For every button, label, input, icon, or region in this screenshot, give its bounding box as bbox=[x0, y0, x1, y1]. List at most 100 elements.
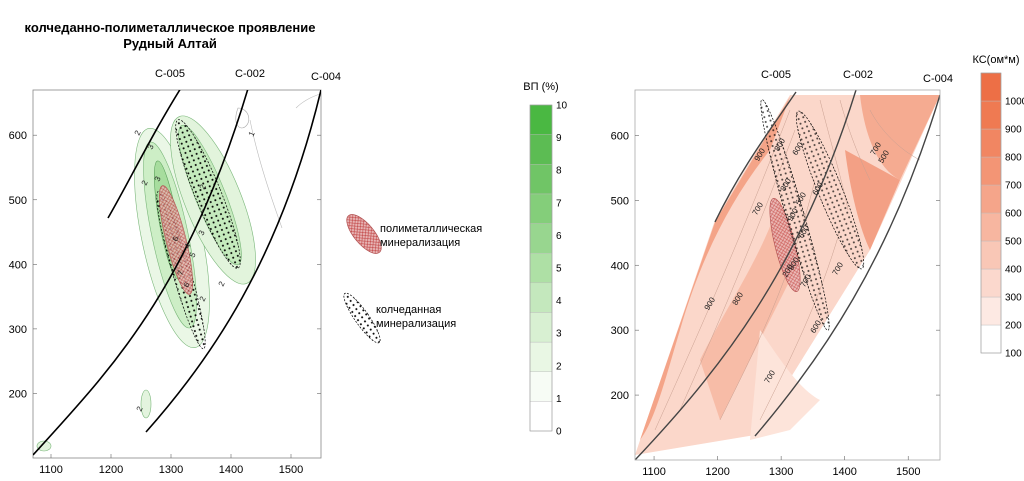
colorbar-frame bbox=[529, 104, 553, 432]
contour-label: 2 bbox=[140, 179, 150, 187]
res-contour-fill bbox=[635, 90, 940, 460]
colorbar-tick-label: 8 bbox=[556, 166, 562, 177]
x-tick-label: 1100 bbox=[642, 466, 666, 478]
ip-well-trace-s002 bbox=[33, 90, 249, 456]
colorbar-tick-label: 800 bbox=[1005, 153, 1022, 164]
well-label: С-005 bbox=[155, 68, 185, 80]
colorbar-tick-label: 2 bbox=[556, 361, 562, 372]
legend-label-pyrite-1: колчеданная bbox=[376, 304, 441, 316]
colorbar-segment bbox=[529, 341, 553, 372]
colorbar-tick-label: 5 bbox=[556, 264, 562, 275]
res-colorbar-title: КС(ом*м) bbox=[972, 54, 1019, 66]
contour-label: 2 bbox=[217, 280, 227, 288]
ip-contour-small-2 bbox=[140, 389, 152, 419]
res-pyrite-zone-2 bbox=[795, 110, 865, 270]
well-label: С-004 bbox=[311, 71, 341, 83]
ip-y-ticks: 200 300 400 500 600 bbox=[9, 130, 321, 400]
x-tick-label: 1200 bbox=[705, 466, 729, 478]
ip-contour-edge bbox=[295, 93, 321, 109]
y-tick-label: 400 bbox=[9, 259, 27, 271]
res-region-high-right-2 bbox=[845, 150, 900, 250]
ip-x-ticks: 1100 1200 1300 1400 1500 bbox=[39, 454, 303, 476]
colorbar-tick-label: 9 bbox=[556, 133, 562, 144]
x-tick-label: 1200 bbox=[99, 464, 123, 476]
res-well-trace-s005 bbox=[714, 91, 797, 223]
colorbar-segment bbox=[980, 128, 1002, 158]
colorbar-segment bbox=[529, 134, 553, 165]
colorbar-tick-label: 4 bbox=[556, 296, 562, 307]
contour-label: 3 bbox=[153, 175, 163, 183]
colorbar-tick-label: 6 bbox=[556, 231, 562, 242]
contour-label: 2 bbox=[198, 295, 208, 303]
colorbar-segment bbox=[529, 401, 553, 432]
colorbar-segment bbox=[980, 268, 1002, 298]
ip-contour-outer bbox=[249, 119, 283, 229]
res-contour-7 bbox=[869, 109, 921, 161]
well-label: С-002 bbox=[235, 68, 265, 80]
res-well-trace-s004 bbox=[754, 94, 940, 437]
colorbar-segment bbox=[980, 184, 1002, 214]
colorbar-tick-label: 700 bbox=[1005, 181, 1022, 192]
y-tick-label: 200 bbox=[611, 390, 629, 402]
colorbar-tick-label: 300 bbox=[1005, 293, 1022, 304]
colorbar-tick-label: 400 bbox=[1005, 265, 1022, 276]
colorbar-tick-label: 200 bbox=[1005, 321, 1022, 332]
colorbar-segment bbox=[529, 252, 553, 284]
y-tick-label: 500 bbox=[9, 195, 27, 207]
y-tick-label: 600 bbox=[9, 130, 27, 142]
x-tick-label: 1400 bbox=[832, 466, 856, 478]
chart-title-line1: колчеданно-полиметаллическое проявление bbox=[24, 20, 316, 35]
colorbar-segment bbox=[980, 212, 1002, 242]
res-x-ticks: 1100 1200 1300 1400 1500 bbox=[642, 456, 920, 478]
y-tick-label: 200 bbox=[9, 388, 27, 400]
colorbar-tick-label: 500 bbox=[1005, 237, 1022, 248]
colorbar-segment bbox=[529, 312, 553, 343]
contour-label: 3 bbox=[146, 143, 156, 151]
colorbar-tick-label: 100 bbox=[1005, 349, 1022, 360]
ip-plot-frame bbox=[32, 89, 322, 459]
x-tick-label: 1300 bbox=[769, 466, 793, 478]
colorbar-segment bbox=[980, 100, 1002, 130]
legend-label-pyrite-2: минерализация bbox=[376, 318, 456, 330]
colorbar-tick-label: 1 bbox=[556, 394, 562, 405]
legend-swatch-polymetal bbox=[346, 214, 382, 254]
colorbar-segment bbox=[529, 164, 553, 195]
ip-contour-small-1 bbox=[36, 440, 52, 452]
res-well-trace-s002 bbox=[635, 90, 857, 460]
x-tick-label: 1500 bbox=[896, 466, 920, 478]
colorbar-segment bbox=[529, 193, 553, 224]
ip-well-labels: С-005 С-002 С-004 bbox=[155, 68, 341, 83]
colorbar-tick-label: 0 bbox=[556, 427, 562, 438]
colorbar-segment bbox=[980, 156, 1002, 186]
contour-label: 5 bbox=[188, 251, 198, 259]
y-tick-label: 600 bbox=[611, 130, 629, 142]
contour-label: 2 bbox=[133, 129, 143, 137]
res-pyrite-zone-1 bbox=[760, 99, 830, 331]
res-contour-4 bbox=[759, 229, 841, 421]
well-label: С-002 bbox=[843, 69, 873, 81]
colorbar-frame bbox=[980, 72, 1002, 354]
ip-colorbar: ВП (%) 0 1 2 3 4 5 6 7 8 9 10 bbox=[523, 81, 567, 438]
res-region-low bbox=[750, 330, 820, 440]
contour-label: 1 bbox=[247, 130, 257, 138]
colorbar-segment bbox=[529, 371, 553, 402]
colorbar-tick-label: 600 bbox=[1005, 209, 1022, 220]
y-tick-label: 300 bbox=[611, 325, 629, 337]
legend-label-polymetal-1: полиметаллическая bbox=[380, 223, 482, 235]
res-region-mid bbox=[700, 200, 800, 420]
ip-contour-fill bbox=[33, 90, 321, 456]
y-tick-label: 500 bbox=[611, 195, 629, 207]
legend: полиметаллическая минерализация колчедан… bbox=[343, 214, 482, 344]
contour-label: 4 bbox=[183, 242, 193, 250]
x-tick-label: 1400 bbox=[219, 464, 243, 476]
res-contour-6 bbox=[839, 99, 871, 181]
colorbar-segment bbox=[529, 223, 553, 254]
res-well-labels: С-005 С-002 С-004 bbox=[761, 69, 953, 85]
y-tick-label: 300 bbox=[9, 324, 27, 336]
legend-label-polymetal-2: минерализация bbox=[380, 237, 460, 249]
x-tick-label: 1100 bbox=[39, 464, 63, 476]
contour-label: 6 bbox=[182, 281, 192, 289]
